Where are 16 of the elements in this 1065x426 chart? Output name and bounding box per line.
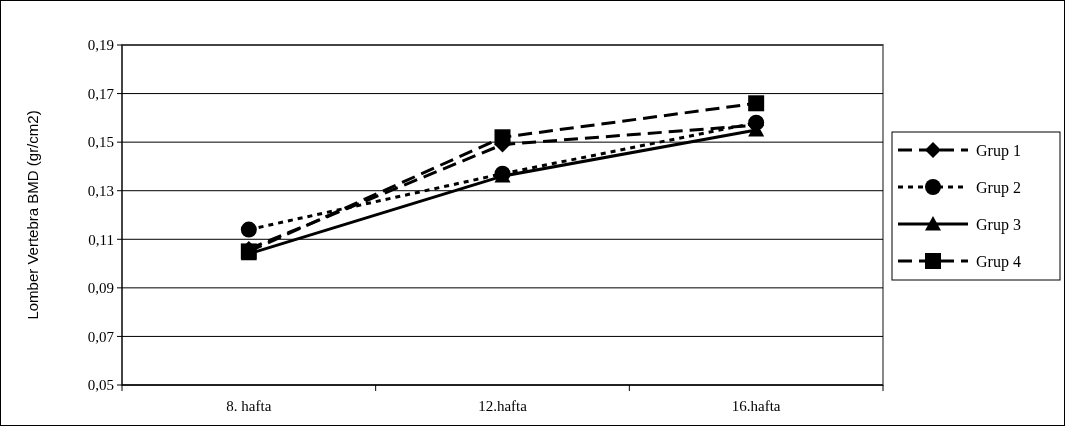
y-axis-title: Lomber Vertebra BMD (gr/cm2) (24, 110, 41, 320)
y-tick-label: 0,11 (88, 231, 114, 248)
y-tick-label: 0,19 (87, 37, 114, 54)
y-tick-label: 0,05 (87, 377, 114, 394)
x-tick-label: 8. hafta (226, 398, 272, 414)
y-tick-label: 0,09 (87, 280, 114, 297)
legend-label: Grup 3 (976, 215, 1021, 234)
y-tick-label: 0,17 (87, 85, 115, 102)
legend-label: Grup 2 (976, 178, 1021, 197)
legend-label: Grup 1 (976, 141, 1021, 160)
y-tick-label: 0,13 (87, 182, 114, 199)
y-tick-label: 0,07 (87, 328, 115, 345)
x-tick-label: 16.hafta (731, 398, 781, 414)
y-tick-label: 0,15 (87, 134, 114, 151)
legend-label: Grup 4 (976, 252, 1021, 271)
x-tick-label: 12.hafta (478, 398, 528, 414)
